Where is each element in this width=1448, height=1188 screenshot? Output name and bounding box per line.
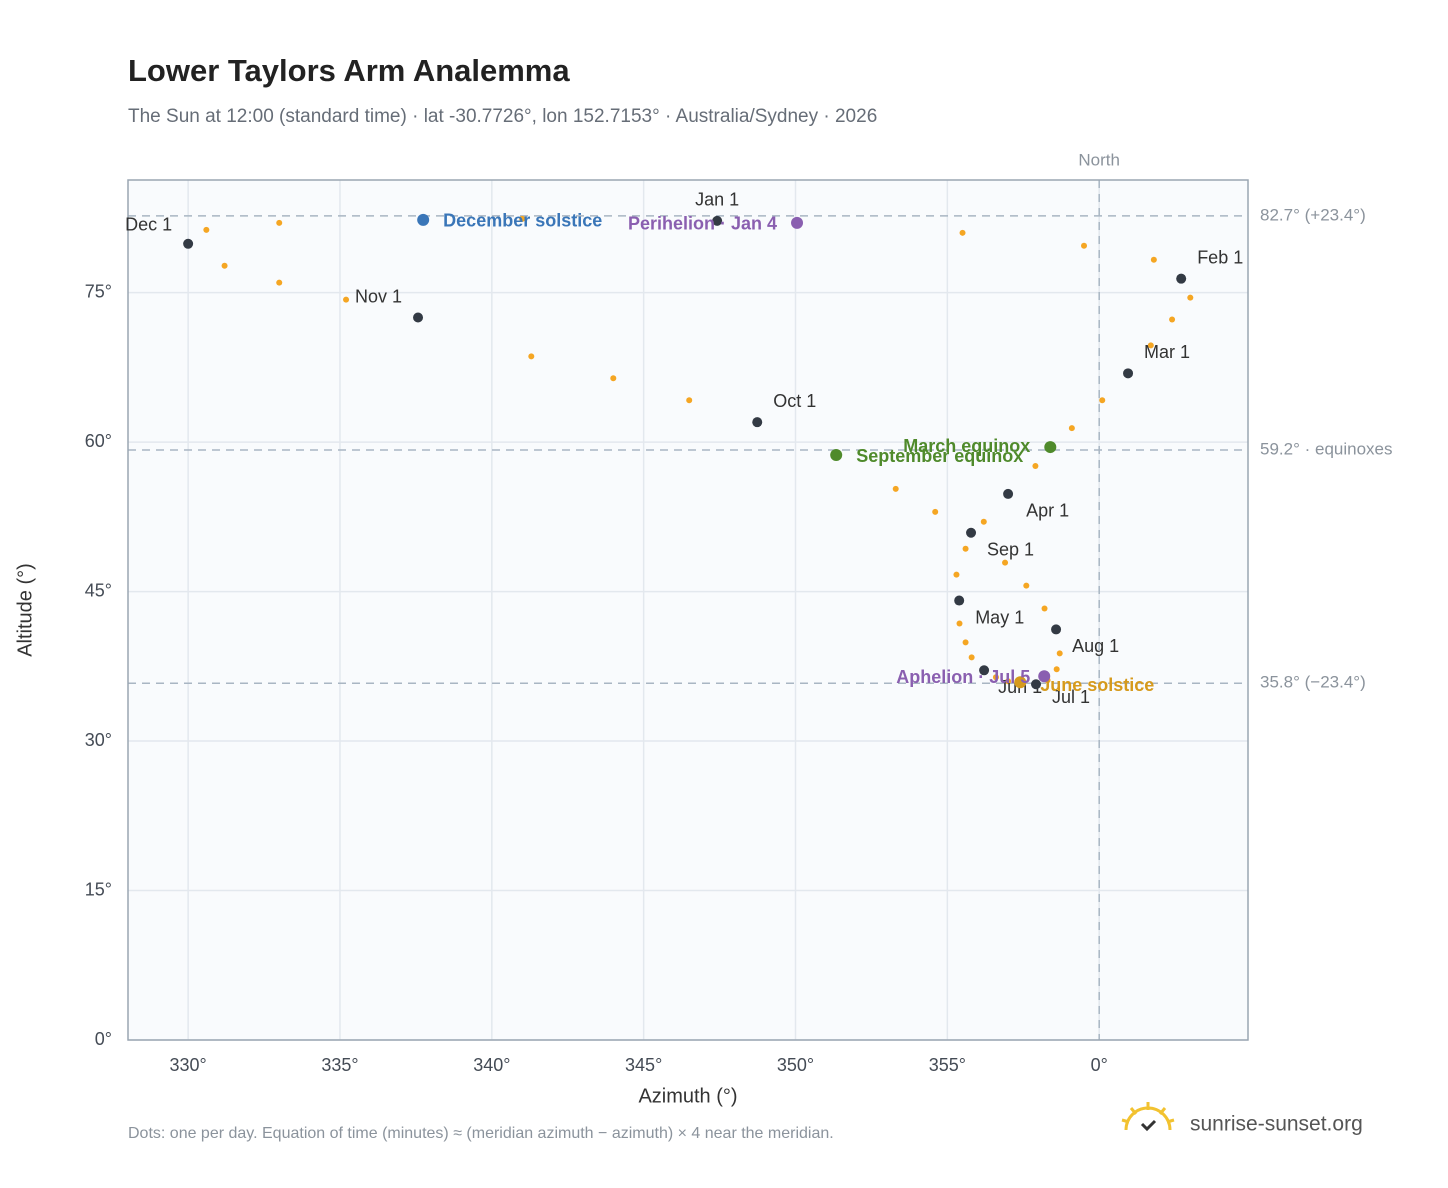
day-dot [1150,256,1157,263]
day-dot [959,229,966,236]
day-dot [1053,666,1060,673]
month-marker [954,595,965,606]
day-dot [528,353,535,360]
month-marker [1031,679,1042,690]
month-label: Mar 1 [1144,342,1190,362]
y-tick-label: 75° [85,281,112,301]
day-dot [1099,397,1106,404]
day-dot [610,375,617,382]
day-dot [968,654,975,661]
chart-subtitle: The Sun at 12:00 (standard time) · lat -… [128,106,877,127]
footnote: Dots: one per day. Equation of time (min… [128,1125,834,1142]
day-dot [1147,342,1154,349]
event-marker [1044,441,1057,454]
day-dot [686,397,693,404]
month-label: Oct 1 [773,391,816,411]
month-label: Nov 1 [355,286,402,306]
day-dot [1005,678,1012,685]
month-marker [413,312,424,323]
x-tick-label: 350° [777,1055,814,1075]
event-label: Perihelion · Jan 4 [628,214,777,234]
month-label: Jan 1 [695,190,739,210]
event-marker [1014,676,1027,689]
month-marker [1123,368,1134,379]
event-marker [791,216,804,229]
chart-title: Lower Taylors Arm Analemma [128,53,570,88]
month-marker [1003,488,1014,499]
brand: sunrise-sunset.org [1190,1113,1363,1136]
day-dot [1002,559,1009,566]
month-label: Apr 1 [1026,501,1069,521]
day-dot [1081,242,1088,249]
month-marker [712,215,723,226]
y-axis-label: Altitude (°) [14,563,36,657]
month-marker [966,527,977,538]
day-dot [221,262,228,269]
event-label: March equinox [903,436,1030,456]
event-label: Aphelion · Jul 5 [896,667,1030,687]
month-label: Sep 1 [987,540,1034,560]
event-label: June solstice [1040,675,1154,695]
x-axis-label: Azimuth (°) [638,1085,737,1107]
day-dot [1041,605,1048,612]
y-tick-label: 60° [85,431,112,451]
month-marker [1051,624,1062,635]
x-tick-label: 340° [473,1055,510,1075]
day-dot [1068,425,1075,432]
brand-logo [1121,1102,1175,1132]
month-marker [979,665,990,676]
month-label: Jul 1 [1052,687,1090,707]
day-dot [1187,294,1194,301]
x-tick-label: 0° [1091,1055,1108,1075]
month-marker [752,417,763,428]
x-tick-label: 335° [321,1055,358,1075]
day-dot [1056,650,1063,657]
x-tick-label: 330° [170,1055,207,1075]
day-dot [953,571,960,578]
y-tick-label: 0° [95,1029,112,1049]
y-tick-label: 15° [85,879,112,899]
reference-label: 59.2° · equinoxes [1260,440,1393,459]
event-marker [417,213,430,226]
day-dot [519,215,526,222]
day-dot [980,518,987,525]
event-label: December solstice [443,211,602,231]
x-tick-label: 345° [625,1055,662,1075]
day-dot [1032,463,1039,470]
month-label: Aug 1 [1072,636,1119,656]
month-marker [1176,273,1187,284]
month-label: Dec 1 [125,215,172,235]
day-dot [992,674,999,681]
reference-label: 82.7° (+23.4°) [1260,205,1366,224]
north-label: North [1078,150,1120,169]
plot-frame [127,179,1249,1041]
month-label: Feb 1 [1197,247,1243,267]
day-dot [962,639,969,646]
y-tick-label: 30° [85,730,112,750]
event-marker [830,449,843,462]
reference-label: 35.8° (−23.4°) [1260,673,1366,692]
month-label: May 1 [975,607,1024,627]
day-dot [276,219,283,226]
day-dot [962,545,969,552]
event-marker [1038,670,1051,683]
day-dot [1023,582,1030,589]
day-dot [1169,316,1176,323]
day-dot [956,620,963,627]
day-dot [892,485,899,492]
day-dot [343,296,350,303]
plot-area [128,180,1248,1040]
day-dot [276,279,283,286]
day-dot [932,508,939,515]
y-tick-label: 45° [85,580,112,600]
event-label: September equinox [856,446,1023,466]
day-dot [203,226,210,233]
x-tick-label: 355° [929,1055,966,1075]
month-marker [183,238,194,249]
